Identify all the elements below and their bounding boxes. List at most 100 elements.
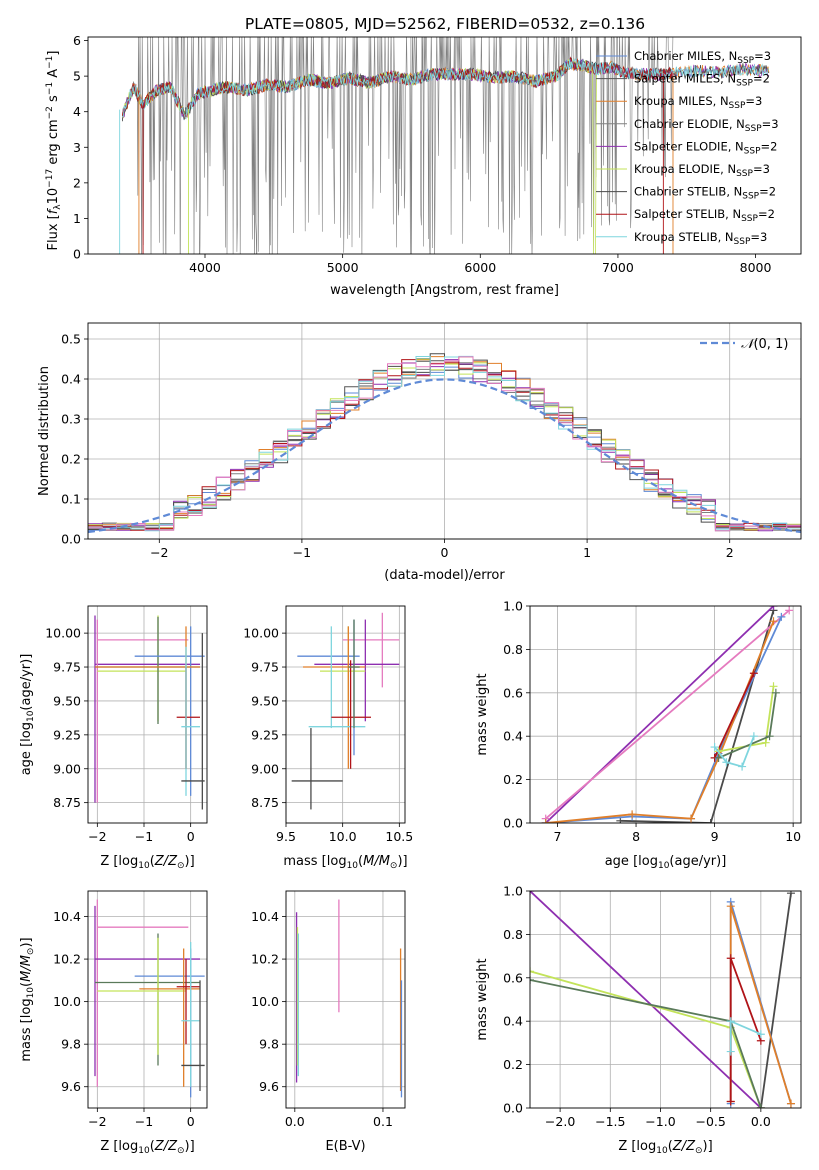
weight-point [628, 810, 637, 819]
y-tick-label: 9.00 [251, 761, 279, 776]
x-axis-label: mass [log10(M/M⊙)] [283, 854, 407, 871]
legend-entry: Chabrier STELIB, NSSP=2 [634, 185, 776, 202]
normal-curve [88, 378, 801, 534]
axes-frame [529, 890, 802, 1109]
y-tick-label: 0.3 [61, 412, 81, 427]
y-tick-label: 9.50 [53, 693, 81, 708]
y-tick-label: 0.0 [503, 1101, 523, 1116]
legend-entry: Salpeter MILES, NSSP=2 [634, 72, 770, 89]
weight-point [769, 682, 778, 691]
errorbar [342, 612, 400, 688]
errorbar [96, 899, 189, 1087]
x-axis-label: Z [log10(Z/Z⊙)] [100, 854, 194, 871]
errorbar [348, 619, 360, 729]
weight-series [541, 606, 794, 823]
weight-point [786, 1099, 795, 1108]
weight-point [530, 967, 534, 976]
axes-frame [87, 322, 802, 540]
weight-series [616, 606, 778, 823]
weight-point [777, 612, 786, 621]
x-tick-label: 7 [554, 829, 562, 844]
weight-line [760, 893, 792, 1108]
x-tick-label: −1.5 [595, 1114, 625, 1129]
weight-point [726, 1097, 735, 1106]
y-tick-label: 0 [73, 247, 81, 262]
histogram-series [88, 355, 801, 532]
errorbar [94, 905, 200, 1077]
errorbar [94, 615, 200, 803]
x-tick-label: 9.5 [276, 829, 296, 844]
y-tick-label: 5 [73, 69, 81, 84]
y-tick-label: 0.4 [503, 729, 523, 744]
weight-point [769, 617, 778, 626]
x-tick-label: 0.1 [373, 1114, 393, 1129]
weight-point [687, 814, 696, 823]
weight-series [726, 1017, 765, 1056]
x-tick-label: −1.0 [645, 1114, 675, 1129]
weight-point [756, 1030, 765, 1039]
y-tick-label: 9.8 [259, 1037, 279, 1052]
x-tick-label: 10 [785, 829, 801, 844]
errorbar [308, 626, 366, 729]
weight-point [722, 758, 731, 767]
y-tick-label: 0.4 [503, 1014, 523, 1029]
y-tick-label: 9.75 [53, 660, 81, 675]
errorbar [139, 948, 200, 1087]
weight-series [756, 891, 795, 1108]
errorbar [97, 937, 186, 1055]
x-tick-label: −2 [88, 1114, 106, 1129]
weight-series [530, 975, 765, 1108]
weight-point [726, 1017, 735, 1026]
errorbar [97, 615, 186, 722]
weight-point [761, 738, 770, 747]
x-tick-label: 0 [187, 829, 195, 844]
y-tick-label: 9.8 [61, 1037, 81, 1052]
y-tick-label: 10.00 [243, 626, 279, 641]
chart-mass_vs_Z: −2 −1 0 9.6 9.8 10.0 10.2 10.4 Z [log10(Z/Z⊙)] ma… [19, 890, 208, 1156]
weight-point [769, 606, 778, 610]
chart-mass_vs_EBV: 0.0 0.1 9.6 9.8 10.0 10.2 10.4 E(B-V) [251, 890, 406, 1154]
x-tick-label: −1 [293, 545, 311, 560]
errorbar [134, 626, 205, 796]
x-tick-label: 9 [711, 829, 719, 844]
legend-entry: Chabrier ELODIE, NSSP=3 [634, 117, 779, 134]
errorbar [331, 660, 371, 769]
plot-area [94, 899, 205, 1098]
axes-frame [87, 890, 208, 1109]
y-tick-label: 2 [73, 175, 81, 190]
y-tick-label: 10.4 [53, 909, 81, 924]
x-tick-label: 1 [583, 545, 591, 560]
weight-line [713, 735, 755, 768]
y-axis-label: mass weight [475, 958, 490, 1040]
y-tick-label: 9.00 [53, 761, 81, 776]
plot-area [119, 37, 770, 254]
axes-frame [285, 890, 406, 1109]
y-tick-label: 0.1 [61, 492, 81, 507]
y-tick-label: 10.2 [53, 952, 81, 967]
errorbar [181, 942, 200, 1087]
x-tick-label: 10.5 [385, 829, 413, 844]
weight-point [726, 954, 735, 963]
y-tick-label: 0.2 [503, 772, 523, 787]
errorbar [181, 980, 205, 1091]
weight-line [729, 957, 762, 1102]
y-tick-label: 3 [73, 140, 81, 155]
chart-age_vs_mass: 9.5 10.0 10.5 8.75 9.00 9.25 9.50 9.75 10.00 mass… [243, 605, 413, 871]
legend-entry: 𝒩(0, 1) [741, 337, 788, 352]
x-tick-label: 0 [441, 545, 449, 560]
plot-area [530, 891, 795, 1108]
x-axis-label: age [log10(age/yr)] [605, 854, 727, 871]
plot-area [88, 353, 801, 534]
x-tick-label: −2.0 [545, 1114, 575, 1129]
plot-area [295, 899, 403, 1098]
y-tick-label: 0.0 [503, 816, 523, 831]
weight-point [786, 891, 795, 898]
weight-line [530, 970, 762, 1108]
y-tick-label: 9.25 [53, 727, 81, 742]
y-tick-label: 0.5 [61, 332, 81, 347]
errorbar [96, 619, 189, 803]
x-tick-label: 6000 [464, 260, 496, 275]
x-tick-label: −2 [88, 829, 106, 844]
x-axis-label: E(B-V) [325, 1139, 365, 1154]
x-tick-label: 5000 [327, 260, 359, 275]
